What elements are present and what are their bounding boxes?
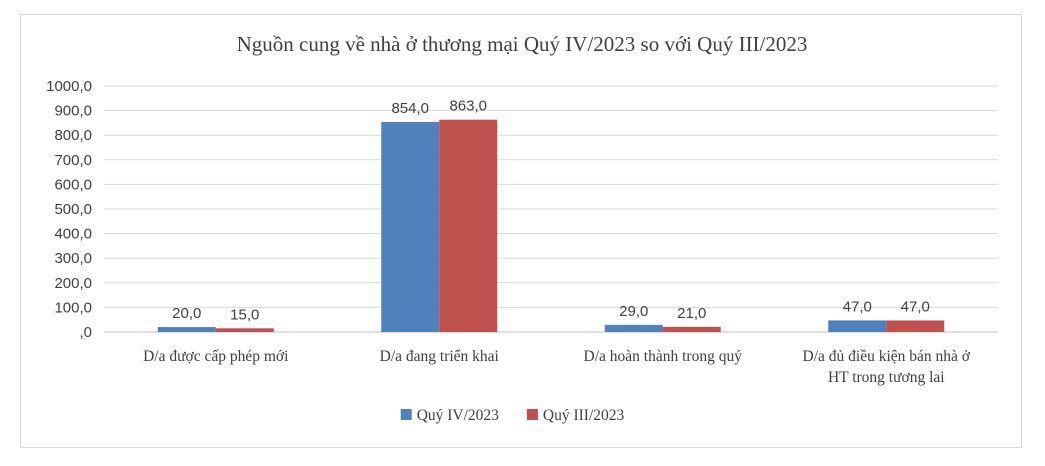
y-axis-ticks: ,0 100,0 200,0 300,0 400,0 500,0 600,0 700,0 800… [46, 78, 92, 341]
x-category-label: D/a được cấp phép mới [143, 348, 289, 365]
data-label: 863,0 [449, 98, 487, 115]
y-tick-label: 400,0 [54, 226, 92, 243]
data-labels: 20,0 854,0 29,0 47,0 15,0 863,0 21,0 47,0 [172, 98, 930, 324]
bar [662, 326, 721, 332]
y-tick-label: ,0 [79, 324, 92, 341]
y-tick-label: 600,0 [54, 176, 92, 193]
data-label: 20,0 [172, 305, 201, 322]
bar [157, 327, 216, 332]
bar [604, 324, 663, 332]
chart-title: Nguồn cung về nhà ở thương mại Quý IV/20… [237, 32, 808, 56]
legend-swatch [400, 409, 412, 420]
y-tick-label: 900,0 [54, 103, 92, 120]
bar [381, 121, 440, 332]
bar [215, 328, 274, 332]
y-tick-label: 200,0 [54, 275, 92, 292]
x-category-label: D/a hoàn thành trong quý [584, 348, 743, 365]
bar [828, 320, 887, 332]
y-tick-label: 300,0 [54, 250, 92, 267]
legend-label: Quý IV/2023 [417, 407, 499, 424]
legend: Quý IV/2023 Quý III/2023 [400, 407, 625, 424]
bar [886, 320, 945, 332]
x-axis-categories: D/a được cấp phép mới D/a đang triển khai… [143, 348, 971, 386]
data-label: 47,0 [843, 298, 872, 315]
y-tick-label: 800,0 [54, 127, 92, 144]
data-label: 15,0 [230, 306, 259, 323]
data-label: 47,0 [901, 298, 930, 315]
y-tick-label: 500,0 [54, 201, 92, 218]
bars [157, 119, 945, 333]
x-category-label: D/a đủ điều kiện bán nhà ở [803, 348, 971, 365]
bar [439, 119, 498, 333]
x-category-label: HT trong tương lai [828, 369, 945, 386]
legend-swatch [526, 409, 538, 420]
y-tick-label: 1000,0 [46, 78, 92, 95]
data-label: 21,0 [677, 305, 706, 322]
y-tick-label: 100,0 [54, 299, 92, 316]
data-label: 854,0 [391, 100, 429, 117]
y-tick-label: 700,0 [54, 152, 92, 169]
x-category-label: D/a đang triển khai [380, 348, 500, 365]
gridlines [104, 85, 998, 333]
data-label: 29,0 [619, 303, 648, 320]
legend-label: Quý III/2023 [543, 407, 625, 424]
